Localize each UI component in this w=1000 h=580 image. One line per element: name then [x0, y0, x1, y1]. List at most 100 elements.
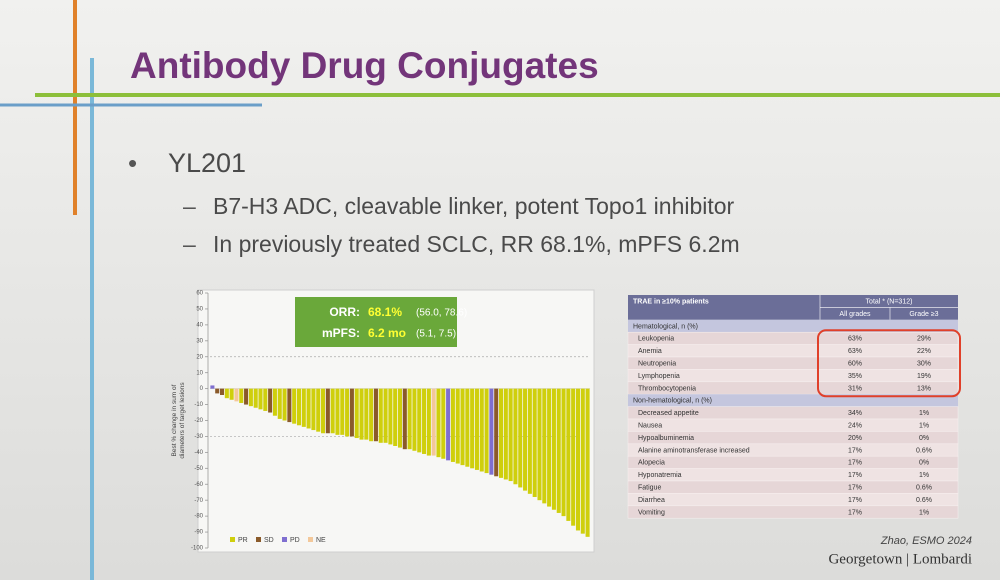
bar [575, 388, 580, 531]
table-cell: 34% [848, 410, 862, 417]
table-row [627, 344, 959, 358]
bar [277, 388, 282, 419]
annotation-ci: (56.0, 78.6) [416, 308, 467, 319]
bar [268, 388, 273, 413]
table-cell: 1% [919, 410, 929, 417]
table-cell: Non-hematological, n (%) [633, 398, 712, 405]
y-tick-label: 60 [196, 291, 203, 297]
bar [349, 388, 354, 437]
bar [523, 388, 528, 491]
legend-swatch [230, 537, 235, 542]
bar [397, 388, 403, 448]
bar [244, 388, 249, 405]
table-cell: 19% [917, 373, 931, 380]
bar [369, 388, 374, 442]
bar [296, 388, 302, 426]
bar [465, 388, 470, 467]
y-tick-label: 10 [196, 370, 203, 376]
bar [518, 388, 523, 488]
bar [393, 388, 398, 446]
dash: – [183, 193, 196, 219]
table-cell: 17% [848, 485, 862, 492]
legend-label: SD [264, 537, 274, 544]
table-row [627, 356, 959, 370]
bar [383, 388, 388, 443]
bar [513, 388, 518, 485]
table-cell: Alanine aminotransferase increased [638, 447, 750, 454]
table-cell: 31% [848, 385, 862, 392]
bar [388, 388, 393, 445]
table-cell: 24% [848, 423, 862, 430]
bar [470, 388, 475, 469]
bar [426, 388, 431, 456]
legend-label: PR [238, 537, 248, 544]
table-cell: Nausea [638, 423, 662, 430]
y-tick-label: -100 [191, 546, 204, 552]
legend-swatch [282, 537, 287, 542]
y-tick-label: -20 [194, 418, 203, 424]
bar [450, 388, 455, 462]
bar [585, 388, 590, 537]
bar [316, 388, 321, 432]
y-tick-label: -50 [194, 466, 203, 472]
bar [301, 388, 306, 427]
table-cell: Hematological, n (%) [633, 323, 698, 330]
table-cell: Vomiting [638, 509, 665, 516]
bar [359, 388, 364, 440]
bar [306, 388, 311, 429]
bullet-dot: • [128, 148, 137, 178]
table-row [627, 493, 959, 507]
table-cell: 63% [848, 348, 862, 355]
bar [335, 388, 340, 435]
bar [330, 388, 335, 434]
bar [253, 388, 258, 408]
table-cell: Thrombocytopenia [638, 385, 696, 392]
table-cell: Alopecia [638, 460, 665, 467]
y-tick-label: 40 [196, 322, 203, 328]
bar [311, 388, 316, 431]
bar [224, 388, 229, 399]
bar [532, 388, 537, 497]
highlight-box [817, 329, 961, 398]
bar [547, 388, 552, 507]
bar [441, 388, 446, 459]
table-cell: 17% [848, 509, 862, 516]
bullet: YL201 [168, 148, 246, 178]
bar [474, 388, 479, 470]
bar [571, 388, 576, 526]
y-tick-label: 30 [196, 338, 203, 344]
table-cell: Total * (N=312) [866, 299, 913, 306]
y-tick-label: -40 [194, 450, 203, 456]
subbullet: In previously treated SCLC, RR 68.1%, mP… [213, 231, 740, 257]
table-cell: 60% [848, 361, 862, 368]
table-row [627, 505, 959, 519]
bar [292, 388, 297, 424]
bar [455, 388, 460, 464]
bar [325, 388, 330, 434]
subbullet: B7-H3 ADC, cleavable linker, potent Topo… [213, 193, 735, 219]
bar [527, 388, 532, 494]
table-row [627, 381, 959, 395]
bar [484, 388, 489, 474]
table-cell: 13% [917, 385, 931, 392]
bar [561, 388, 566, 517]
legend-label: NE [316, 537, 326, 544]
table-cell: Lymphopenia [638, 373, 680, 380]
bar [287, 388, 292, 423]
bar [321, 388, 326, 434]
table-cell: 0.6% [916, 485, 932, 492]
bar [556, 388, 561, 513]
table-cell: 20% [848, 435, 862, 442]
table-cell: Leukopenia [638, 336, 674, 343]
y-tick-label: -70 [194, 498, 203, 504]
table-section-row [628, 394, 958, 407]
bar [229, 388, 234, 400]
bar [239, 388, 244, 403]
bar [566, 388, 571, 521]
y-tick-label: -10 [194, 402, 203, 408]
bar [234, 388, 239, 402]
y-tick-label: 0 [200, 386, 204, 392]
table-cell: 17% [848, 447, 862, 454]
y-tick-label: -80 [194, 514, 203, 520]
